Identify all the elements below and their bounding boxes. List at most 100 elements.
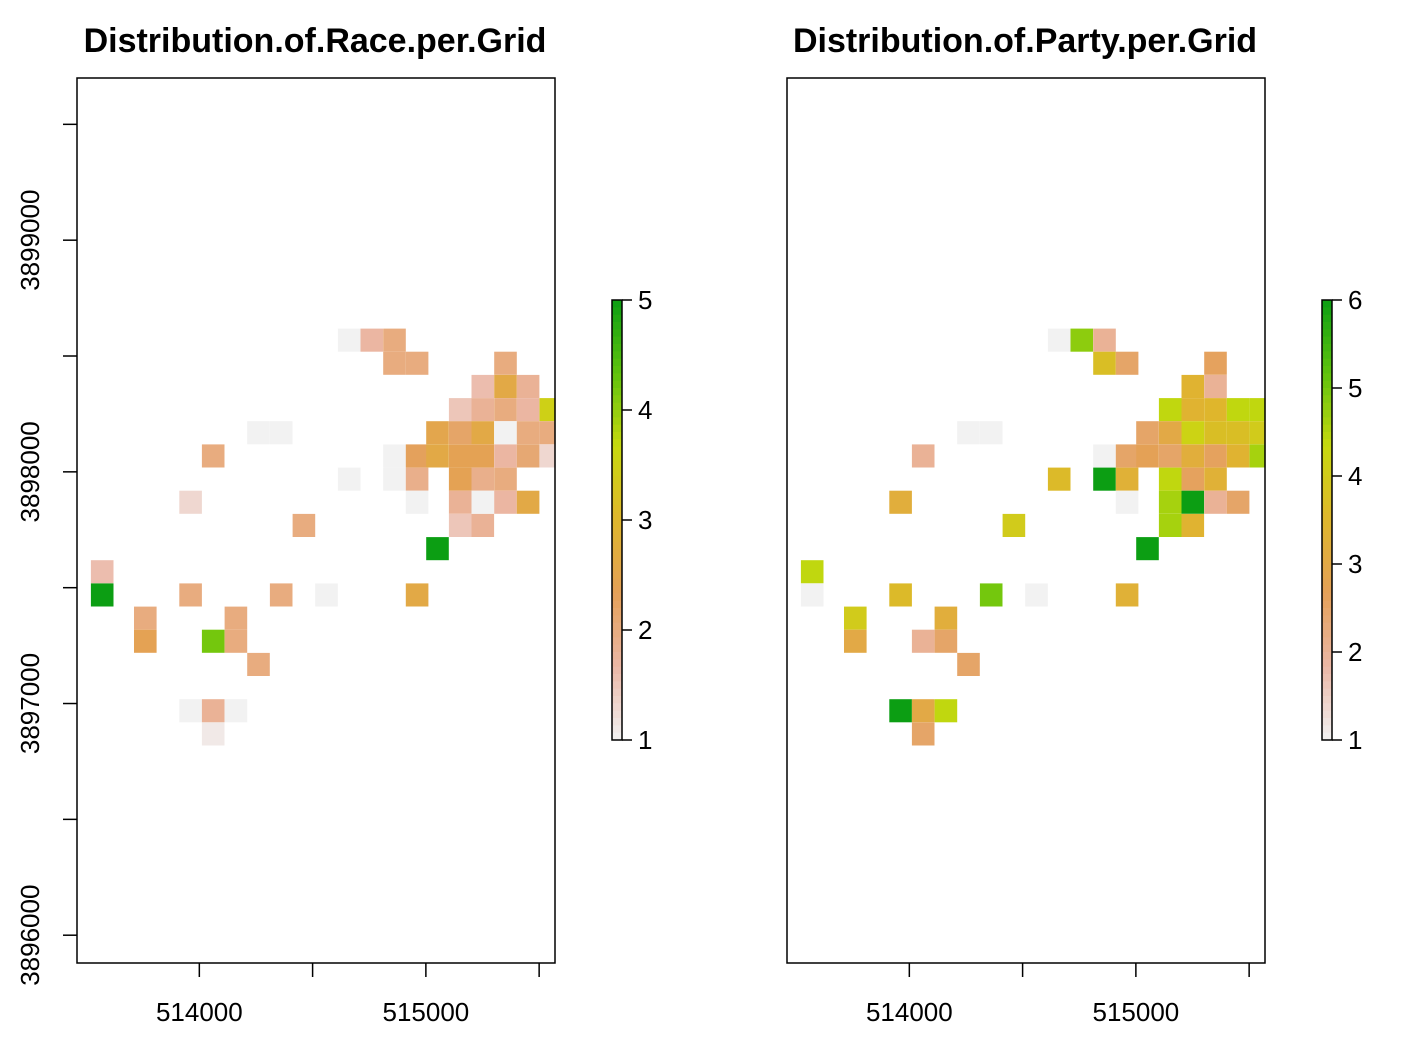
legend-swatch — [612, 520, 622, 528]
legend-swatch — [612, 454, 622, 462]
grid-cell — [934, 606, 958, 630]
legend-swatch — [1322, 564, 1332, 572]
grid-cell — [383, 444, 406, 468]
legend-tick-label: 2 — [638, 615, 652, 645]
legend-swatch — [612, 322, 622, 330]
legend-swatch — [612, 600, 622, 609]
legend-swatch — [1322, 439, 1332, 448]
grid-cell — [1115, 467, 1139, 491]
grid-cell — [1181, 374, 1205, 398]
grid-cell — [494, 351, 517, 375]
legend-swatch — [612, 644, 622, 653]
legend-swatch — [1322, 373, 1332, 382]
grid-cell — [292, 513, 316, 537]
grid-cell — [494, 421, 517, 445]
grid-cell — [247, 652, 270, 676]
grid-cell — [516, 374, 540, 398]
grid-cell — [1181, 421, 1205, 445]
chart-title-party: Distribution.of.Party.per.Grid — [793, 22, 1257, 60]
color-legend-party: 1 2 3 4 5 6 — [1321, 285, 1362, 755]
legend-swatch — [1322, 542, 1332, 550]
grid-cell — [844, 629, 867, 653]
legend-swatch — [1322, 314, 1332, 323]
grid-cell — [134, 606, 157, 630]
legend-swatch — [1322, 498, 1332, 506]
grid-cell — [1093, 328, 1116, 352]
legend-swatch — [1322, 644, 1332, 653]
color-legend-race: 1 2 3 4 5 — [611, 285, 652, 755]
grid-cell — [889, 699, 912, 723]
grid-cell — [1047, 328, 1071, 352]
grid-cell — [1115, 490, 1139, 514]
legend-tick-label: 6 — [1348, 285, 1362, 315]
legend-swatch — [1322, 336, 1332, 345]
grid-cell — [934, 629, 958, 653]
grid-cell — [516, 490, 540, 514]
grid-cell — [179, 490, 202, 514]
legend-tick-label: 5 — [638, 285, 652, 315]
legend-swatch — [612, 549, 622, 558]
legend-swatch — [612, 512, 622, 521]
grid-cell — [448, 490, 472, 514]
grid-cell — [800, 560, 824, 584]
grid-cell — [494, 467, 517, 491]
grid-cell — [360, 328, 384, 352]
grid-cell — [1204, 467, 1227, 491]
legend-swatch — [612, 725, 622, 734]
grid-cell — [471, 467, 495, 491]
legend-tick-label: 4 — [1348, 461, 1362, 491]
legend-swatch — [612, 578, 622, 587]
legend-swatch — [1322, 490, 1332, 499]
legend-swatch — [612, 388, 622, 396]
chart-title-race: Distribution.of.Race.per.Grid — [84, 22, 547, 60]
legend-swatch — [1322, 556, 1332, 565]
grid-cell — [494, 398, 517, 422]
grid-cell — [1204, 398, 1227, 422]
grid-cell — [90, 583, 114, 607]
legend-swatch — [1322, 608, 1332, 616]
grid-cell — [1158, 398, 1182, 422]
legend-swatch — [612, 483, 622, 492]
legend-swatch — [1322, 732, 1332, 741]
legend-swatch — [612, 446, 622, 455]
legend-tick-label: 3 — [1348, 549, 1362, 579]
legend-swatch — [1322, 351, 1332, 360]
legend-swatch — [1322, 549, 1332, 558]
grid-cell — [1158, 444, 1182, 468]
grid-cell — [224, 606, 248, 630]
grid-cell — [405, 444, 429, 468]
legend-swatch — [1322, 578, 1332, 587]
grid-cell — [201, 444, 225, 468]
grid-cell — [448, 398, 472, 422]
grid-cell — [1181, 444, 1205, 468]
x-tick-label: 515000 — [382, 997, 469, 1027]
grid-cell — [224, 629, 248, 653]
legend-swatch — [1322, 344, 1332, 352]
legend-swatch — [1322, 586, 1332, 594]
legend-swatch — [1322, 659, 1332, 668]
grid-cell — [1115, 444, 1139, 468]
legend-swatch — [612, 439, 622, 448]
legend-swatch — [1322, 300, 1332, 308]
legend-swatch — [612, 417, 622, 426]
grid-cell — [337, 467, 361, 491]
grid-cell — [1025, 583, 1048, 607]
legend-swatch — [612, 622, 622, 631]
legend-swatch — [612, 468, 622, 477]
legend-swatch — [1322, 696, 1332, 704]
legend-swatch — [1322, 666, 1332, 675]
y-tick-label: 3898000 — [15, 421, 45, 522]
x-axis-race: 514000 515000 — [156, 963, 540, 1027]
legend-swatch — [1322, 468, 1332, 477]
legend-swatch — [1322, 527, 1332, 536]
y-tick-label: 3899000 — [15, 190, 45, 291]
legend-swatch — [612, 564, 622, 572]
grid-cell — [957, 652, 980, 676]
legend-swatch — [1322, 307, 1332, 316]
legend-swatch — [612, 696, 622, 704]
legend-swatch — [1322, 483, 1332, 492]
grid-cell — [1115, 583, 1139, 607]
grid-cell — [1070, 328, 1094, 352]
grid-cell — [934, 699, 958, 723]
